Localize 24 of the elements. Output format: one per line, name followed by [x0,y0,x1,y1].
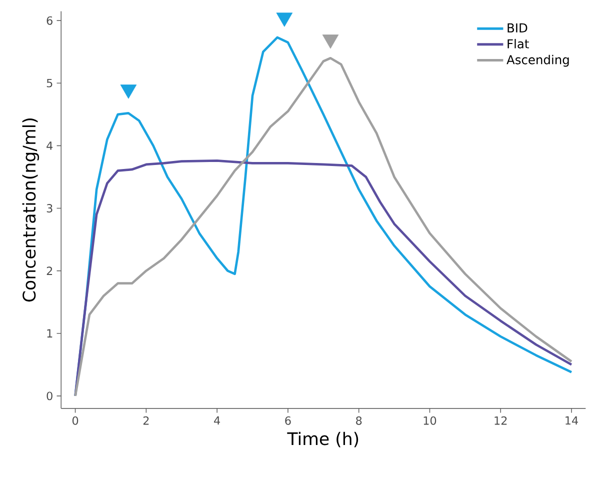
line-series [74,160,573,398]
x-tick-label: 14 [566,416,578,425]
point [120,84,137,99]
point [276,12,293,27]
x-axis-title: Time (h) [287,432,358,448]
point [322,34,339,49]
x-tick-label: 6 [285,416,291,425]
y-axis-title: Concentration(ng/ml) [22,118,40,302]
x-tick-label: 0 [72,416,78,425]
y-tick-label: 3 [46,204,52,213]
x-tick-label: 8 [356,416,362,425]
y-tick-label: 5 [46,79,52,88]
y-tick-label: 1 [47,329,52,338]
y-tick-label: 2 [46,266,52,276]
x-tick-label: 10 [424,416,436,425]
legend-label: Flat [508,39,529,49]
x-tick-label: 12 [494,416,507,425]
y-tick-label: 6 [46,16,52,25]
y-tick-label: 0 [46,392,52,400]
legend-label: Ascending [506,54,569,67]
x-tick-label: 4 [214,416,220,425]
x-tick-label: 2 [143,416,149,425]
y-tick-label: 4 [46,142,53,150]
legend-label: BID [508,24,528,32]
